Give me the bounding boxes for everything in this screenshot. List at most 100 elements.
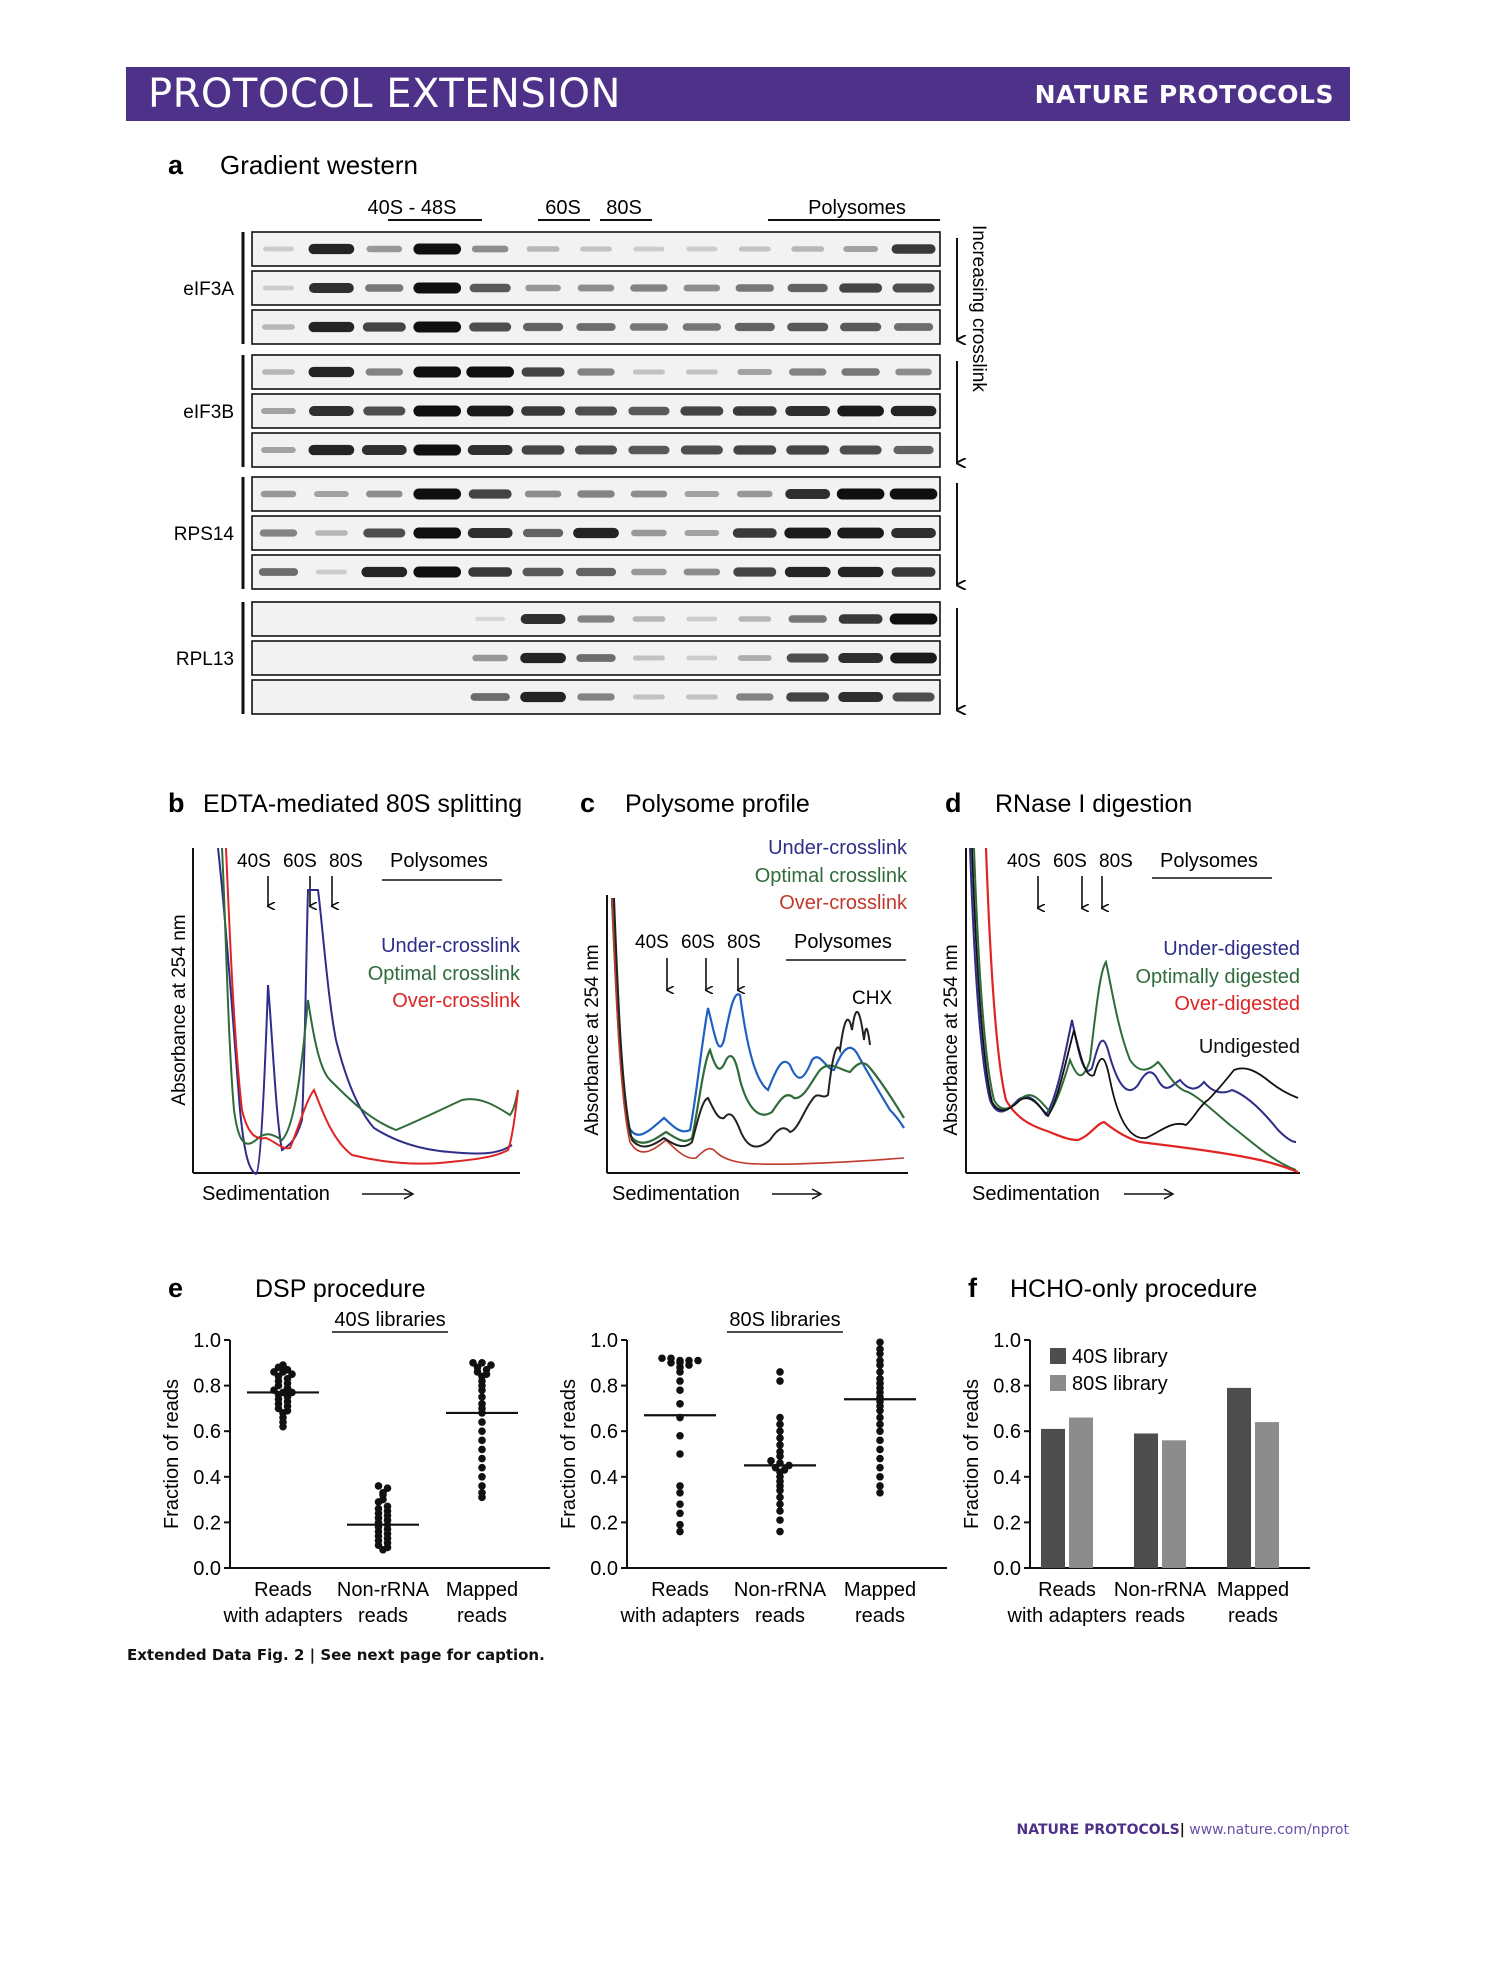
blot-band	[308, 243, 355, 255]
data-point	[776, 1507, 784, 1515]
data-point	[876, 1445, 884, 1454]
footer-journal: NATURE PROTOCOLS	[1016, 1822, 1180, 1838]
data-point	[676, 1450, 684, 1458]
legend-label: 80S library	[1072, 1373, 1168, 1395]
peak-label-40s: 40S	[635, 932, 669, 953]
panel-e: e DSP procedure 0.0 0.2 0.4 0.6 0.8 1.0 Fracti…	[161, 1273, 947, 1627]
blot-band	[738, 616, 772, 622]
panel-d-title: RNase I digestion	[995, 790, 1192, 818]
blot-band	[737, 655, 772, 661]
data-point	[776, 1527, 784, 1536]
blot-band	[784, 566, 831, 578]
blot-band	[632, 694, 665, 700]
y-tick-label: 0.6	[193, 1421, 221, 1443]
y-tick-label: 0.4	[193, 1467, 221, 1489]
legend-under-crosslink: Under-crosslink	[381, 935, 521, 957]
blot-band	[628, 445, 670, 455]
panel-b-letter: b	[168, 788, 185, 818]
data-point	[487, 1361, 495, 1369]
data-point	[876, 1420, 884, 1429]
data-point	[676, 1431, 684, 1440]
panel-d-y-label: Absorbance at 254 nm	[941, 944, 962, 1135]
blot-band	[838, 653, 884, 663]
blot-band	[736, 490, 773, 498]
blot-band	[261, 446, 296, 454]
blot-band	[262, 285, 294, 291]
data-point	[876, 1463, 884, 1472]
data-point	[676, 1500, 684, 1508]
data-point	[676, 1377, 684, 1385]
blot-band	[521, 445, 565, 455]
blot-band	[892, 692, 935, 702]
blot-band	[889, 613, 938, 625]
blot-band	[785, 489, 831, 499]
trace-optimal-crosslink	[610, 897, 905, 1144]
x-category-label: reads	[457, 1605, 507, 1627]
data-point	[478, 1359, 486, 1367]
sedimentation-arrowhead	[1163, 1188, 1175, 1200]
blot-band	[365, 284, 404, 292]
footer-url[interactable]: www.nature.com/nprot	[1189, 1822, 1349, 1838]
y-tick-label: 0.6	[590, 1421, 618, 1443]
blot-band	[467, 528, 513, 538]
trace-under-crosslink	[217, 847, 513, 1176]
peak-label-80s: 80S	[727, 932, 761, 953]
panel-b-x-label: Sedimentation	[202, 1183, 330, 1205]
data-point	[876, 1427, 884, 1435]
y-tick-label: 0.2	[193, 1512, 221, 1534]
blot-band	[466, 405, 514, 417]
blot-band	[893, 445, 934, 455]
blot-band	[732, 406, 777, 416]
blot-band	[522, 567, 564, 577]
blot-band	[785, 406, 831, 416]
data-point	[685, 1356, 693, 1365]
blot-band	[413, 243, 462, 255]
y-tick-label: 0.0	[193, 1558, 221, 1580]
y-tick-label: 0.4	[590, 1467, 618, 1489]
blot-band	[258, 568, 299, 576]
x-category-label: Non-rRNA	[1114, 1579, 1207, 1601]
data-point	[876, 1482, 884, 1490]
blot-protein-label: RPL13	[176, 649, 234, 670]
blot-band	[366, 490, 403, 498]
blot-band	[366, 245, 403, 253]
y-tick-label: 0.8	[590, 1376, 618, 1398]
legend-under-digested: Under-digested	[1163, 938, 1300, 960]
blot-band	[262, 369, 295, 375]
data-point	[676, 1400, 684, 1408]
data-point	[478, 1418, 486, 1426]
data-point	[776, 1447, 784, 1456]
x-category-label: Mapped	[1217, 1579, 1289, 1601]
data-point	[876, 1488, 884, 1497]
panel-a: a Gradient western 40S - 48S 60S 80S Pol…	[168, 150, 989, 714]
blot-band	[839, 445, 882, 455]
x-category-label: with adapters	[620, 1605, 740, 1627]
blot-band	[786, 445, 830, 455]
blot-band	[576, 323, 616, 331]
x-category-label: Mapped	[446, 1579, 518, 1601]
blot-band	[576, 654, 616, 662]
data-point	[776, 1420, 784, 1429]
peak-label-60s: 60S	[681, 932, 715, 953]
blot-band	[786, 653, 829, 663]
blot-band	[308, 283, 354, 293]
data-point	[876, 1436, 884, 1445]
trace-chx	[613, 897, 871, 1148]
legend-over-crosslink: Over-crosslink	[779, 892, 908, 914]
caption-label: Extended Data Fig. 2 |	[127, 1646, 316, 1664]
data-point	[469, 1359, 477, 1367]
blot-band	[732, 528, 777, 538]
blot-band	[521, 406, 566, 416]
data-point	[876, 1473, 884, 1481]
panel-c-y-label: Absorbance at 254 nm	[582, 944, 603, 1135]
y-axis-label: Fraction of reads	[558, 1379, 580, 1529]
blot-band	[686, 655, 718, 661]
data-point	[676, 1509, 684, 1518]
trace-under-crosslink	[610, 897, 905, 1136]
x-category-label: Non-rRNA	[734, 1579, 827, 1601]
blot-band	[574, 406, 618, 416]
blot-band	[308, 444, 355, 456]
blot-band	[413, 566, 462, 578]
blot-band	[413, 321, 462, 333]
page-footer: NATURE PROTOCOLS| www.nature.com/nprot	[1017, 1822, 1350, 1838]
